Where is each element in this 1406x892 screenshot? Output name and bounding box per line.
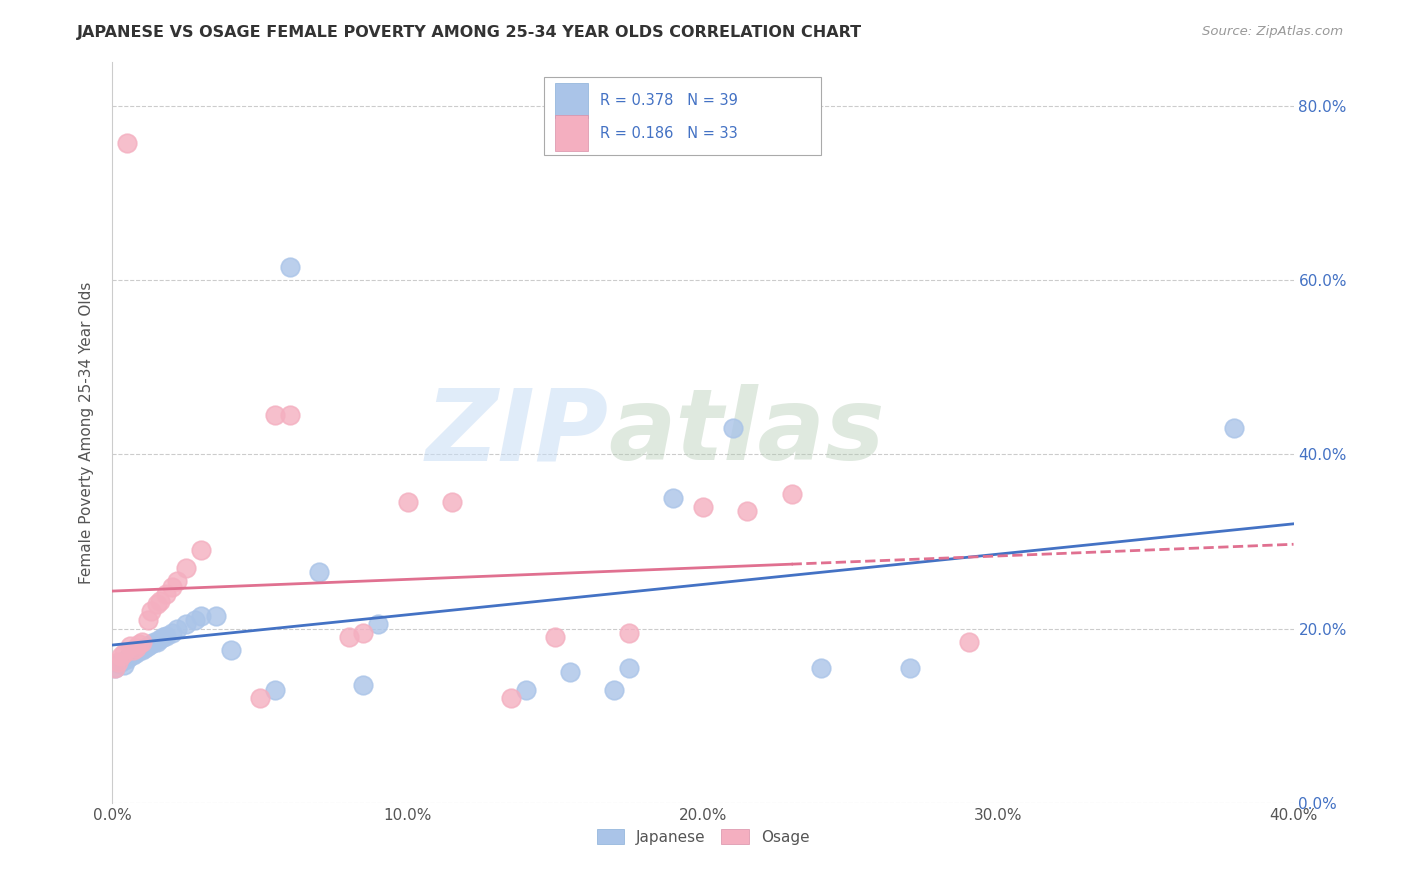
Point bbox=[174, 560, 197, 574]
Point bbox=[131, 634, 153, 648]
Point bbox=[898, 661, 921, 675]
Point bbox=[957, 634, 980, 648]
Point bbox=[128, 637, 150, 651]
Point bbox=[122, 648, 145, 662]
Point bbox=[264, 408, 287, 422]
Point bbox=[558, 665, 582, 680]
Point bbox=[134, 640, 156, 655]
Point bbox=[104, 661, 127, 675]
Point bbox=[501, 691, 523, 706]
Text: R = 0.186   N = 33: R = 0.186 N = 33 bbox=[600, 126, 738, 141]
Point bbox=[1223, 421, 1246, 435]
FancyBboxPatch shape bbox=[544, 78, 821, 155]
Point bbox=[278, 408, 301, 422]
Point bbox=[104, 661, 127, 675]
Point bbox=[441, 495, 464, 509]
Point bbox=[352, 678, 374, 692]
Point bbox=[737, 504, 759, 518]
Point bbox=[810, 661, 832, 675]
Point bbox=[110, 649, 132, 664]
Text: JAPANESE VS OSAGE FEMALE POVERTY AMONG 25-34 YEAR OLDS CORRELATION CHART: JAPANESE VS OSAGE FEMALE POVERTY AMONG 2… bbox=[77, 25, 862, 40]
Text: Source: ZipAtlas.com: Source: ZipAtlas.com bbox=[1202, 25, 1343, 38]
Point bbox=[122, 643, 145, 657]
Point bbox=[112, 658, 135, 673]
Point bbox=[120, 649, 142, 664]
Point bbox=[603, 682, 626, 697]
Point bbox=[662, 491, 685, 505]
Point bbox=[142, 634, 165, 648]
Point bbox=[190, 608, 212, 623]
Point bbox=[352, 626, 374, 640]
Point bbox=[619, 661, 641, 675]
Point bbox=[166, 622, 188, 636]
Point bbox=[308, 565, 330, 579]
Point bbox=[219, 643, 242, 657]
Point bbox=[112, 646, 135, 660]
Point bbox=[249, 691, 271, 706]
Point bbox=[155, 587, 177, 601]
Point bbox=[146, 634, 169, 648]
Point bbox=[160, 626, 183, 640]
Point bbox=[131, 643, 153, 657]
Point bbox=[139, 637, 162, 651]
Point bbox=[152, 630, 174, 644]
Point bbox=[136, 613, 159, 627]
Point bbox=[120, 639, 142, 653]
Point bbox=[544, 630, 567, 644]
Point bbox=[396, 495, 419, 509]
Point bbox=[367, 617, 389, 632]
Point bbox=[278, 260, 301, 274]
Y-axis label: Female Poverty Among 25-34 Year Olds: Female Poverty Among 25-34 Year Olds bbox=[79, 282, 94, 583]
Point bbox=[139, 604, 162, 618]
Point bbox=[149, 632, 172, 646]
Point bbox=[146, 597, 169, 611]
Point bbox=[117, 652, 138, 666]
Text: ZIP: ZIP bbox=[426, 384, 609, 481]
Point bbox=[107, 657, 129, 671]
Point bbox=[160, 580, 183, 594]
Point bbox=[125, 640, 148, 655]
Point bbox=[107, 655, 129, 669]
FancyBboxPatch shape bbox=[555, 83, 589, 119]
Point bbox=[515, 682, 537, 697]
Point bbox=[184, 613, 207, 627]
Point bbox=[166, 574, 188, 588]
Point bbox=[155, 629, 177, 643]
Point bbox=[110, 655, 132, 669]
Point bbox=[128, 643, 150, 657]
Point bbox=[721, 421, 744, 435]
Point bbox=[117, 136, 138, 150]
FancyBboxPatch shape bbox=[555, 115, 589, 151]
Point bbox=[149, 593, 172, 607]
Legend: Japanese, Osage: Japanese, Osage bbox=[591, 822, 815, 851]
Point bbox=[337, 630, 360, 644]
Point bbox=[190, 543, 212, 558]
Point bbox=[619, 626, 641, 640]
Point bbox=[780, 486, 803, 500]
Point bbox=[125, 646, 148, 660]
Point bbox=[692, 500, 714, 514]
Text: R = 0.378   N = 39: R = 0.378 N = 39 bbox=[600, 93, 738, 108]
Point bbox=[174, 617, 197, 632]
Point bbox=[264, 682, 287, 697]
Point bbox=[136, 639, 159, 653]
Point bbox=[205, 608, 228, 623]
Text: atlas: atlas bbox=[609, 384, 884, 481]
